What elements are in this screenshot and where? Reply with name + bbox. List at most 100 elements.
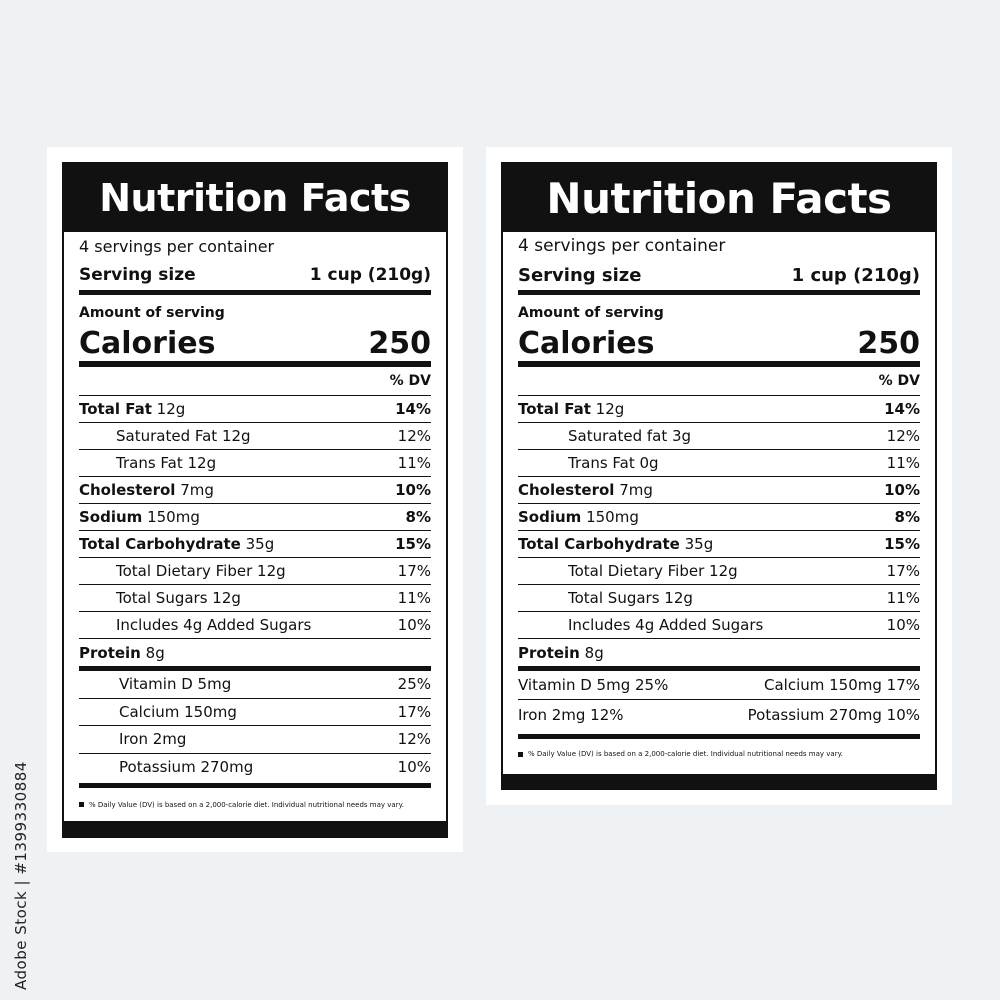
nutrient-dv: 11% bbox=[886, 454, 920, 472]
serving-size-row: Serving size 1 cup (210g) bbox=[518, 260, 920, 290]
nutrient-row: Trans Fat 0g 11% bbox=[518, 450, 920, 477]
nutrient-label: Total Sugars 12g bbox=[518, 589, 693, 607]
nutrient-dv: 17% bbox=[397, 562, 431, 580]
nutrient-label: Protein 8g bbox=[518, 644, 604, 662]
nutrient-amount: 12g bbox=[156, 400, 186, 418]
nutrient-dv: 11% bbox=[397, 589, 431, 607]
nutrient-label: Total Fat 12g bbox=[518, 400, 624, 418]
nutrient-row: Sodium 150mg 8% bbox=[518, 504, 920, 531]
bullet-square-icon bbox=[518, 751, 523, 757]
nutrient-row: Total Dietary Fiber 12g 17% bbox=[518, 558, 920, 585]
serving-size-row: Serving size 1 cup (210g) bbox=[79, 260, 431, 290]
nutrient-row: Total Carbohydrate 35g 15% bbox=[518, 531, 920, 558]
nutrient-dv: 10% bbox=[884, 481, 920, 499]
vitamin-left: Iron 2mg 12% bbox=[518, 705, 624, 724]
vitamin-dv: 10% bbox=[397, 758, 431, 777]
nutrient-name: Trans Fat 12g bbox=[116, 454, 217, 472]
vitamin-dv: 17% bbox=[397, 702, 431, 721]
vitamin-row: Iron 2mg 12% bbox=[79, 726, 431, 754]
serving-size-label: Serving size bbox=[79, 265, 196, 285]
nutrient-dv: 10% bbox=[397, 616, 431, 634]
nutrient-row: Includes 4g Added Sugars 10% bbox=[518, 612, 920, 639]
dv-header-row: % DV bbox=[79, 367, 431, 396]
nutrient-label: Includes 4g Added Sugars bbox=[79, 616, 311, 634]
nutrient-row: Total Carbohydrate 35g 15% bbox=[79, 531, 431, 558]
nutrient-row: Saturated fat 3g 12% bbox=[518, 423, 920, 450]
nutrient-dv: 14% bbox=[395, 400, 431, 418]
nutrient-amount: 8g bbox=[145, 643, 165, 662]
nutrient-name: Saturated Fat 12g bbox=[116, 427, 251, 445]
nutrient-row: Total Sugars 12g 11% bbox=[79, 585, 431, 612]
footnote-row: % Daily Value (DV) is based on a 2,000-c… bbox=[518, 739, 920, 769]
nutrient-row: Protein 8g bbox=[518, 639, 920, 666]
bottom-bar bbox=[64, 821, 446, 837]
footnote-text: % Daily Value (DV) is based on a 2,000-c… bbox=[89, 800, 404, 809]
vitamin-row: Vitamin D 5mg 25% Calcium 150mg 17% bbox=[518, 671, 920, 700]
vitamin-row: Iron 2mg 12% Potassium 270mg 10% bbox=[518, 700, 920, 729]
footnote-row: % Daily Value (DV) is based on a 2,000-c… bbox=[79, 788, 431, 821]
nutrient-label: Includes 4g Added Sugars bbox=[518, 616, 763, 634]
label-title: Nutrition Facts bbox=[64, 164, 446, 232]
serving-size-value: 1 cup (210g) bbox=[791, 264, 920, 286]
nutrition-label-vertical: Nutrition Facts 4 servings per container S… bbox=[62, 162, 448, 838]
servings-per-container: 4 servings per container bbox=[518, 236, 726, 256]
nutrient-name: Includes 4g Added Sugars bbox=[568, 616, 764, 634]
nutrient-name: Total Dietary Fiber 12g bbox=[568, 562, 738, 580]
nutrient-name: Total Carbohydrate bbox=[79, 535, 241, 553]
nutrient-label: Sodium 150mg bbox=[518, 508, 639, 526]
nutrient-dv: 12% bbox=[397, 427, 431, 445]
nutrient-amount: 12g bbox=[595, 400, 625, 418]
servings-per-container: 4 servings per container bbox=[79, 236, 275, 256]
nutrient-label: Cholesterol 7mg bbox=[518, 481, 653, 499]
vitamin-row: Calcium 150mg 17% bbox=[79, 699, 431, 726]
dv-header: % DV bbox=[389, 373, 431, 389]
nutrient-amount: 35g bbox=[245, 535, 275, 553]
nutrient-label: Sodium 150mg bbox=[79, 508, 200, 526]
vitamin-dv: 25% bbox=[397, 675, 431, 694]
nutrient-label: Total Fat 12g bbox=[79, 400, 185, 418]
calories-label: Calories bbox=[79, 325, 216, 361]
thick-divider bbox=[79, 361, 431, 367]
nutrient-dv: 17% bbox=[886, 562, 920, 580]
nutrient-row: Cholesterol 7mg 10% bbox=[518, 477, 920, 504]
nutrient-row: Trans Fat 12g 11% bbox=[79, 450, 431, 477]
calories-label: Calories bbox=[518, 325, 655, 361]
nutrient-row: Total Sugars 12g 11% bbox=[518, 585, 920, 612]
nutrition-label-tabular: Nutrition Facts 4 servings per container S… bbox=[501, 162, 937, 790]
bottom-bar bbox=[503, 774, 935, 788]
nutrient-label: Protein 8g bbox=[79, 644, 165, 662]
nutrient-dv: 8% bbox=[405, 508, 431, 526]
vitamin-name: Vitamin D 5mg bbox=[119, 675, 232, 694]
nutrient-label: Total Dietary Fiber 12g bbox=[518, 562, 738, 580]
nutrient-name: Total Dietary Fiber 12g bbox=[116, 562, 286, 580]
nutrient-label: Total Dietary Fiber 12g bbox=[79, 562, 286, 580]
nutrient-amount: 7mg bbox=[180, 481, 214, 499]
footnote-text: % Daily Value (DV) is based on a 2,000-c… bbox=[528, 750, 843, 758]
vitamin-row: Potassium 270mg 10% bbox=[79, 754, 431, 782]
dv-header: % DV bbox=[878, 373, 920, 389]
amount-per-serving: Amount of serving bbox=[518, 305, 664, 321]
thick-divider bbox=[79, 666, 431, 671]
nutrient-name: Total Sugars 12g bbox=[116, 589, 241, 607]
nutrient-amount: 7mg bbox=[619, 481, 653, 499]
vitamin-dv: 12% bbox=[397, 730, 431, 749]
nutrient-row: Total Fat 12g 14% bbox=[79, 396, 431, 423]
thick-divider bbox=[518, 666, 920, 671]
nutrient-name: Total Carbohydrate bbox=[518, 535, 680, 553]
calories-row: Calories 250 bbox=[518, 325, 920, 361]
label-body: 4 servings per container Serving size 1 cu… bbox=[64, 232, 446, 821]
nutrient-row: Total Dietary Fiber 12g 17% bbox=[79, 558, 431, 585]
calories-value: 250 bbox=[857, 325, 920, 361]
nutrient-amount: 8g bbox=[584, 643, 604, 662]
nutrient-label: Total Carbohydrate 35g bbox=[518, 535, 713, 553]
nutrient-dv: 15% bbox=[884, 535, 920, 553]
nutrient-name: Sodium bbox=[79, 508, 143, 526]
calories-row: Calories 250 bbox=[79, 325, 431, 361]
nutrient-name: Total Fat bbox=[79, 400, 152, 418]
nutrient-row: Cholesterol 7mg 10% bbox=[79, 477, 431, 504]
nutrient-row: Sodium 150mg 8% bbox=[79, 504, 431, 531]
nutrient-dv: 10% bbox=[886, 616, 920, 634]
thick-divider bbox=[518, 290, 920, 295]
nutrient-label: Trans Fat 12g bbox=[79, 454, 216, 472]
nutrient-label: Trans Fat 0g bbox=[518, 454, 659, 472]
